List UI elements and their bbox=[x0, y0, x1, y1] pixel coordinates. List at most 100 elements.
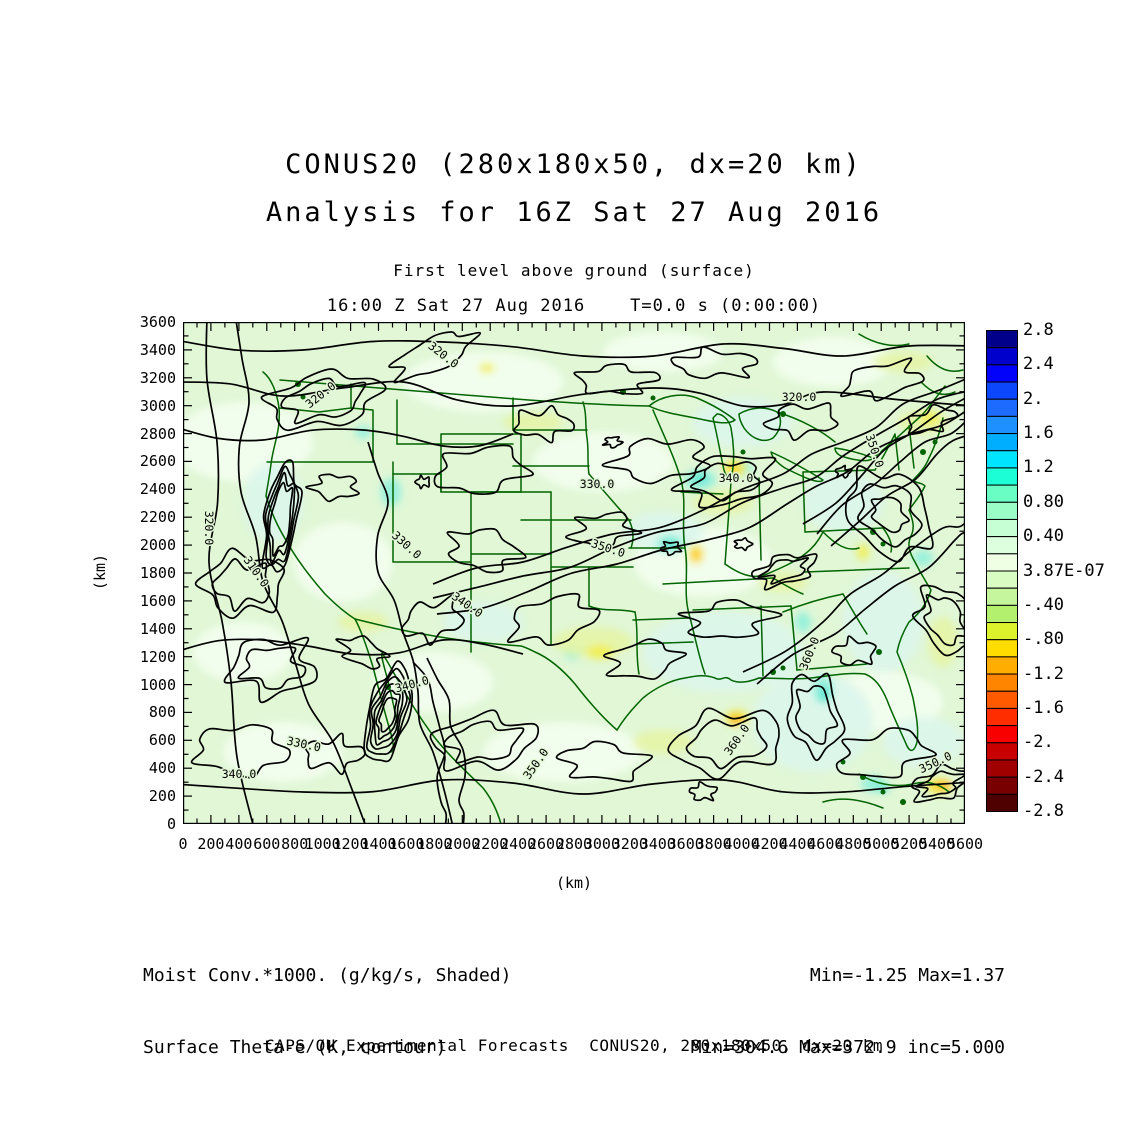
colorbar-svg bbox=[986, 330, 1018, 813]
y-tick-label: 1000 bbox=[139, 675, 176, 694]
x-tick-label: 4600 bbox=[807, 835, 844, 853]
y-tick-label: 2600 bbox=[139, 452, 176, 471]
x-tick-label: 3800 bbox=[695, 835, 732, 853]
theta-e-contours bbox=[183, 322, 965, 824]
x-tick-label: 2400 bbox=[500, 835, 537, 853]
colorbar-cell bbox=[986, 793, 1018, 813]
shaded-field-stats: Min=-1.25 Max=1.37 bbox=[809, 965, 1005, 986]
svg-text:320.0: 320.0 bbox=[782, 390, 817, 404]
y-tick-label: 0 bbox=[166, 815, 176, 833]
x-tick-label: 2000 bbox=[444, 835, 481, 853]
x-tick-label: 4800 bbox=[835, 835, 872, 853]
colorbar bbox=[986, 330, 1019, 817]
colorbar-tick-label: -.80 bbox=[1023, 629, 1064, 650]
y-tick-label: 200 bbox=[148, 787, 176, 806]
colorbar-tick-label: -1.6 bbox=[1023, 697, 1064, 718]
colorbar-cell bbox=[986, 690, 1018, 709]
y-tick-label: 800 bbox=[148, 703, 176, 722]
y-tick-label: 2800 bbox=[139, 424, 176, 443]
x-tick-label: 1600 bbox=[388, 835, 425, 853]
x-tick-label: 3000 bbox=[583, 835, 620, 853]
y-tick-label: 1800 bbox=[139, 564, 176, 582]
x-tick-label: 400 bbox=[225, 835, 253, 853]
colorbar-tick-label: 2.8 bbox=[1023, 320, 1054, 340]
colorbar-cell bbox=[986, 364, 1018, 383]
colorbar-cell bbox=[986, 742, 1018, 761]
x-tick-label: 3400 bbox=[639, 835, 676, 853]
contour-field-stats: Min=304.6 Max=372.9 inc=5.000 bbox=[690, 1037, 1005, 1058]
y-tick-label: 3200 bbox=[139, 368, 176, 387]
x-tick-label: 5000 bbox=[863, 835, 900, 853]
colorbar-cell bbox=[986, 433, 1018, 452]
y-tick-label: 600 bbox=[148, 731, 176, 750]
colorbar-cell bbox=[986, 467, 1018, 486]
x-tick-label: 3600 bbox=[667, 835, 704, 853]
y-tick-label: 3400 bbox=[139, 340, 176, 359]
map-plot-area: 320.0 320.0 320.0 310.0 330.0 330.0 320.0 340.0… bbox=[183, 322, 965, 824]
x-tick-label: 800 bbox=[281, 835, 309, 853]
colorbar-cell bbox=[986, 587, 1018, 606]
colorbar-tick-label: 3.87E-07 bbox=[1023, 560, 1105, 581]
y-tick-label: 1200 bbox=[139, 647, 176, 666]
footer-credit: CAPS/OU Experimental Forecasts CONUS20, … bbox=[264, 1036, 884, 1055]
colorbar-cell bbox=[986, 639, 1018, 658]
colorbar-cell bbox=[986, 501, 1018, 520]
x-tick-label: 3200 bbox=[611, 835, 648, 853]
x-tick-label: 4400 bbox=[779, 835, 816, 853]
colorbar-cell bbox=[986, 381, 1018, 400]
colorbar-tick-label: 0.80 bbox=[1023, 491, 1064, 512]
colorbar-tick-label: -.40 bbox=[1023, 594, 1064, 615]
y-tick-label: 2400 bbox=[139, 480, 176, 499]
colorbar-cell bbox=[986, 450, 1018, 469]
x-tick-label: 200 bbox=[197, 835, 225, 853]
colorbar-cell bbox=[986, 330, 1018, 349]
moisture-convergence-shading bbox=[183, 332, 963, 794]
colorbar-cell bbox=[986, 415, 1018, 435]
contour-field-label: Surface Theta-e (K, contour) bbox=[143, 1037, 447, 1058]
x-tick-label: 0 bbox=[178, 835, 188, 853]
x-tick-label: 5400 bbox=[919, 835, 956, 853]
colorbar-cell bbox=[986, 518, 1018, 538]
svg-text:340.0: 340.0 bbox=[222, 767, 257, 781]
level-label: First level above ground (surface) bbox=[393, 261, 755, 280]
x-tick-label: 1200 bbox=[332, 835, 369, 853]
y-tick-label: 3000 bbox=[139, 396, 176, 415]
y-axis-title: (km) bbox=[91, 553, 109, 591]
x-tick-label: 2200 bbox=[472, 835, 509, 853]
colorbar-tick-label: -1.2 bbox=[1023, 663, 1064, 684]
valid-time-label: 16:00 Z Sat 27 Aug 2016 T=0.0 s (0:00:00… bbox=[326, 296, 822, 316]
x-tick-label: 600 bbox=[253, 835, 281, 853]
colorbar-cell bbox=[986, 570, 1018, 589]
y-tick-label: 400 bbox=[148, 759, 176, 778]
x-tick-label: 2800 bbox=[555, 835, 593, 853]
x-axis-title: (km) bbox=[555, 874, 593, 892]
colorbar-tick-label: 1.2 bbox=[1023, 457, 1054, 478]
page-subtitle-analysis: Analysis for 16Z Sat 27 Aug 2016 bbox=[265, 197, 883, 228]
x-tick-label: 5200 bbox=[891, 835, 928, 853]
colorbar-cell bbox=[986, 398, 1018, 417]
colorbar-tick-label: -2.8 bbox=[1023, 801, 1064, 821]
colorbar-cell bbox=[986, 656, 1018, 675]
y-tick-label: 1400 bbox=[139, 619, 176, 638]
colorbar-cell bbox=[986, 553, 1018, 572]
colorbar-cell bbox=[986, 776, 1018, 795]
colorbar-cell bbox=[986, 725, 1018, 744]
colorbar-tick-label: 1.6 bbox=[1023, 423, 1054, 444]
colorbar-cell bbox=[986, 484, 1018, 503]
svg-text:340.0: 340.0 bbox=[719, 471, 754, 485]
y-tick-label: 2000 bbox=[139, 536, 176, 555]
stats-annotations: Min=-1.25 Max=1.37 Min=304.6 Max=372.9 i… bbox=[691, 916, 1005, 1108]
page-title: CONUS20 (280x180x50, dx=20 km) bbox=[285, 149, 863, 180]
colorbar-cell bbox=[986, 604, 1018, 624]
colorbar-cell bbox=[986, 707, 1018, 727]
colorbar-tick-label: 2. bbox=[1023, 388, 1044, 409]
colorbar-tick-label: 0.40 bbox=[1023, 526, 1064, 547]
x-tick-label: 1800 bbox=[416, 835, 453, 853]
colorbar-cell bbox=[986, 347, 1018, 366]
x-tick-label: 1000 bbox=[304, 835, 341, 853]
colorbar-cell bbox=[986, 536, 1018, 555]
x-tick-label: 1400 bbox=[360, 835, 397, 853]
map-svg: 320.0320.0320.0310.0330.0330.0320.0340.0… bbox=[183, 322, 965, 824]
shaded-field-label: Moist Conv.*1000. (g/kg/s, Shaded) bbox=[143, 965, 512, 986]
